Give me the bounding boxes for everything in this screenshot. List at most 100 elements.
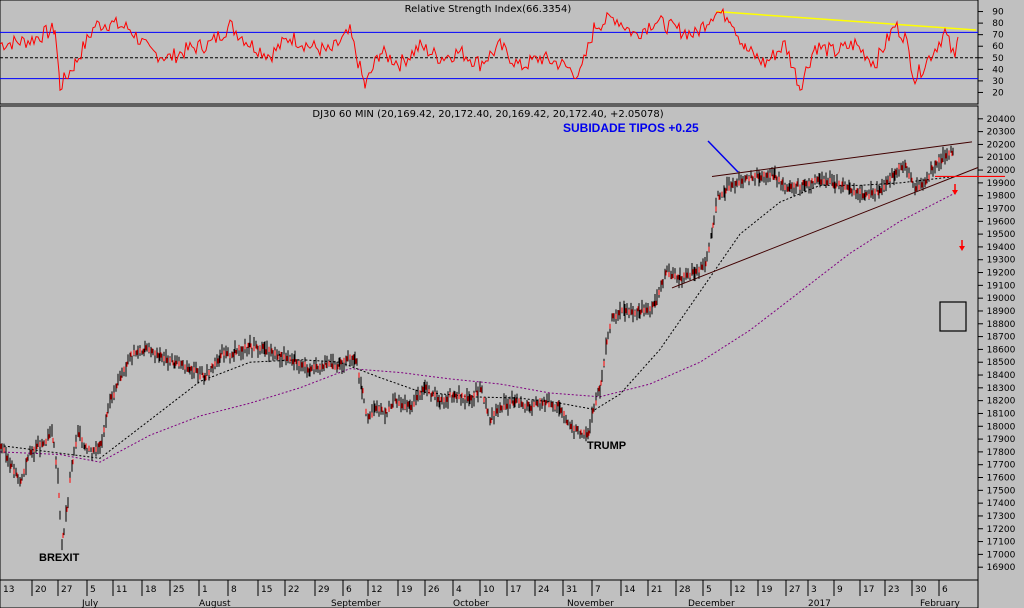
price-y-tick-label: 19800: [987, 192, 1016, 202]
rsi-panel: Relative Strength Index(66.3354) 2030 405…: [0, 0, 1004, 105]
x-day-tick-label: 4: [456, 585, 462, 595]
rates-pointer-line: [707, 140, 739, 173]
price-y-tick-label: 18100: [987, 409, 1016, 419]
price-y-tick-label: 18800: [987, 320, 1016, 330]
x-day-tick-label: 10: [483, 585, 495, 595]
price-y-tick-label: 17000: [987, 550, 1016, 560]
x-day-tick-label: 6: [942, 585, 948, 595]
rsi-y-tick-label: 50: [992, 54, 1004, 64]
x-day-tick-label: 17: [510, 585, 521, 595]
rsi-y-tick-label: 70: [992, 31, 1004, 41]
x-day-tick-label: 15: [261, 585, 272, 595]
x-day-tick-label: 25: [173, 585, 184, 595]
rsi-trendline: [715, 10, 977, 31]
x-day-tick-label: 13: [3, 585, 14, 595]
rsi-series-line: [0, 7, 959, 92]
x-day-tick-label: 18: [145, 585, 157, 595]
rsi-y-tick-label: 20: [992, 88, 1004, 98]
price-y-tick-label: 18400: [987, 371, 1016, 381]
target-box: [939, 301, 967, 332]
price-y-tick-label: 18700: [987, 333, 1016, 343]
price-y-axis: 16900 17000 17100 17200 17300 17400 17500 17600…: [978, 115, 1016, 573]
down-arrow-marker: [952, 184, 958, 195]
price-y-tick-label: 17700: [987, 461, 1016, 471]
down-arrow-marker: [959, 240, 965, 251]
x-day-tick-label: 28: [679, 585, 691, 595]
x-day-tick-label: 12: [734, 585, 745, 595]
price-y-tick-label: 18600: [987, 345, 1016, 355]
price-y-tick-label: 18900: [987, 307, 1016, 317]
price-y-tick-label: 17300: [987, 512, 1016, 522]
price-y-tick-label: 19400: [987, 243, 1016, 253]
price-y-tick-label: 16900: [987, 563, 1016, 573]
annotation-rates: SUBIDADE TIPOS +0.25: [563, 121, 699, 135]
x-month-tick-label: December: [688, 599, 735, 608]
price-y-tick-label: 18000: [987, 422, 1016, 432]
rsi-y-tick-label: 90: [992, 8, 1004, 18]
support-trendline: [671, 167, 979, 289]
price-bar-closes: [0, 150, 953, 538]
price-y-tick-label: 17500: [987, 486, 1016, 496]
price-y-tick-label: 20400: [987, 115, 1016, 125]
rsi-title: Relative Strength Index(66.3354): [405, 4, 572, 15]
x-month-tick-label: September: [331, 599, 381, 608]
price-y-tick-label: 19900: [987, 179, 1016, 189]
price-plot-area: [0, 105, 979, 581]
x-day-ticks: 13 20 27 5 11 18 25 1 8 15 22 29 6 12 19 26 4 10 17 24 31 7 14…: [0, 580, 948, 596]
price-y-tick-label: 17900: [987, 435, 1016, 445]
price-y-tick-label: 18500: [987, 358, 1016, 368]
price-y-tick-label: 19500: [987, 230, 1016, 240]
x-day-tick-label: 26: [428, 585, 440, 595]
x-day-tick-label: 22: [288, 585, 299, 595]
price-bars: [0, 145, 954, 551]
resistance-trendline: [711, 141, 973, 177]
price-panel: DJ30 60 MIN (20,169.42, 20,172.40, 20,16…: [0, 105, 1016, 581]
x-month-tick-label: 2017: [808, 599, 831, 608]
rsi-plot-area: [0, 0, 979, 105]
price-y-tick-label: 20000: [987, 166, 1016, 176]
price-y-tick-label: 20200: [987, 140, 1016, 150]
price-y-tick-label: 17800: [987, 448, 1016, 458]
x-day-tick-label: 19: [401, 585, 413, 595]
x-month-ticks: July August September October November Decemb…: [81, 599, 961, 608]
ma-short-line: [0, 176, 956, 459]
x-day-tick-label: 30: [915, 585, 927, 595]
x-axis: 13 20 27 5 11 18 25 1 8 15 22 29 6 12 19 26 4 10 17 24 31 7 14…: [0, 579, 979, 608]
x-day-tick-label: 12: [371, 585, 382, 595]
x-day-tick-label: 24: [538, 585, 550, 595]
price-y-tick-label: 19700: [987, 204, 1016, 214]
x-day-tick-label: 5: [90, 585, 96, 595]
price-y-tick-label: 19000: [987, 294, 1016, 304]
x-month-tick-label: February: [920, 599, 961, 608]
x-day-tick-label: 14: [624, 585, 636, 595]
rsi-y-tick-label: 80: [992, 19, 1004, 29]
x-day-tick-label: 20: [35, 585, 47, 595]
price-title: DJ30 60 MIN (20,169.42, 20,172.40, 20,16…: [312, 109, 663, 120]
price-y-tick-label: 17100: [987, 538, 1016, 548]
price-y-tick-label: 20300: [987, 128, 1016, 138]
x-day-tick-label: 31: [566, 585, 577, 595]
x-day-tick-label: 9: [837, 585, 843, 595]
x-day-tick-label: 6: [346, 585, 352, 595]
x-day-tick-label: 19: [761, 585, 773, 595]
rsi-y-tick-label: 40: [992, 65, 1004, 75]
price-y-tick-label: 17600: [987, 474, 1016, 484]
price-y-tick-label: 20100: [987, 153, 1016, 163]
x-day-tick-label: 27: [61, 585, 72, 595]
price-y-tick-label: 17200: [987, 525, 1016, 535]
price-y-tick-label: 19600: [987, 217, 1016, 227]
price-y-tick-label: 19100: [987, 281, 1016, 291]
annotation-trump: TRUMP: [587, 440, 626, 452]
x-day-tick-label: 21: [651, 585, 662, 595]
rsi-y-tick-label: 30: [992, 77, 1004, 87]
x-day-tick-label: 23: [888, 585, 899, 595]
x-month-tick-label: October: [453, 599, 489, 608]
rsi-y-tick-label: 60: [992, 42, 1004, 52]
x-month-tick-label: August: [199, 599, 231, 608]
price-y-tick-label: 17400: [987, 499, 1016, 509]
x-month-tick-label: November: [567, 599, 614, 608]
price-y-tick-label: 18300: [987, 384, 1016, 394]
annotation-brexit: BREXIT: [39, 552, 80, 564]
price-y-tick-label: 19300: [987, 256, 1016, 266]
